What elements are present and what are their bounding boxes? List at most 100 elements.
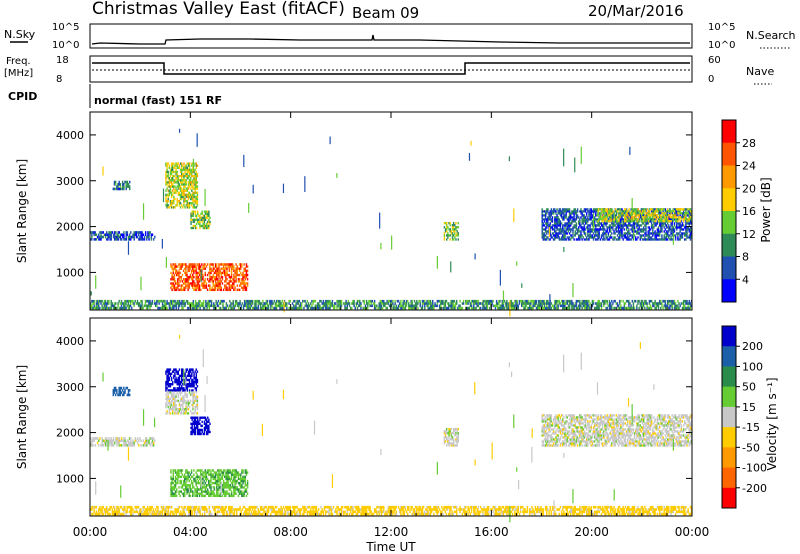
- power-cell: [646, 218, 649, 221]
- power-cell: [568, 228, 571, 231]
- power-cell: [654, 210, 656, 213]
- power-cell: [356, 306, 359, 310]
- power-cell: [240, 306, 242, 310]
- power-cell: [193, 181, 195, 184]
- power-cell: [630, 234, 632, 237]
- power-cell: [620, 304, 622, 308]
- power-cell: [214, 284, 217, 287]
- power-cell: [599, 302, 602, 305]
- power-cell: [452, 306, 455, 310]
- power-cell: [175, 191, 177, 194]
- power-cell: [686, 234, 688, 237]
- power-cell: [543, 210, 546, 213]
- power-cell: [278, 299, 280, 303]
- power-cell: [633, 299, 636, 303]
- power-cell: [551, 216, 554, 219]
- power-cell: [589, 216, 591, 219]
- power-cell: [242, 275, 244, 279]
- power-cell: [138, 238, 140, 241]
- power-cell: [664, 210, 667, 213]
- power-cell: [655, 222, 657, 225]
- power-ylabel: Slant Range [km]: [15, 159, 29, 263]
- power-cell: [193, 195, 195, 199]
- power-cell: [669, 234, 671, 237]
- power-cell: [166, 174, 168, 178]
- power-cell: [212, 282, 215, 285]
- power-cell: [380, 306, 383, 310]
- velocity-cell: [111, 512, 114, 516]
- power-streak: [165, 257, 167, 268]
- power-cell: [174, 179, 176, 182]
- power-cell: [542, 299, 545, 303]
- power-cell: [333, 304, 336, 308]
- power-cell: [141, 233, 143, 237]
- power-cell: [225, 286, 227, 289]
- power-cell: [348, 302, 351, 305]
- power-cell: [564, 302, 566, 305]
- power-cell: [290, 306, 293, 310]
- power-cell: [641, 304, 644, 308]
- power-cell: [146, 235, 148, 239]
- power-cell: [190, 218, 192, 222]
- power-cell: [271, 302, 273, 305]
- power-cell: [194, 282, 196, 285]
- power-cell: [189, 195, 192, 199]
- power-cell: [549, 230, 551, 233]
- power-cell: [568, 208, 571, 211]
- power-cell: [621, 232, 623, 235]
- power-cell: [238, 304, 240, 308]
- power-cell: [454, 306, 457, 310]
- power-cell: [195, 202, 198, 205]
- power-cell: [645, 232, 647, 235]
- power-cell: [209, 280, 211, 283]
- power-cell: [666, 214, 669, 217]
- power-cell: [673, 214, 676, 217]
- power-cell: [244, 282, 247, 285]
- power-cell: [486, 302, 489, 305]
- power-cell: [125, 183, 127, 186]
- power-cell: [609, 230, 612, 233]
- power-cell: [216, 302, 218, 305]
- power-cell: [197, 263, 200, 266]
- power-cell: [170, 181, 173, 184]
- power-cell: [585, 304, 588, 308]
- power-cell: [685, 208, 687, 211]
- power-cell: [198, 284, 201, 287]
- power-cell: [587, 220, 589, 223]
- velocity-cell: [190, 505, 192, 509]
- power-cell: [676, 210, 678, 213]
- power-cell: [381, 302, 384, 305]
- power-cell: [184, 193, 186, 197]
- power-cell: [610, 218, 612, 221]
- power-cell: [662, 216, 664, 219]
- power-cell: [119, 302, 122, 305]
- power-cell: [186, 187, 189, 190]
- power-cell: [190, 275, 193, 279]
- power-cell: [678, 226, 680, 229]
- power-cell: [656, 238, 659, 241]
- power-cell: [223, 306, 225, 310]
- power-cell: [411, 306, 413, 310]
- power-cell: [203, 220, 206, 224]
- power-cell: [158, 299, 160, 303]
- velocity-cell: [100, 510, 102, 514]
- power-cell: [606, 226, 608, 229]
- power-cell: [611, 232, 613, 235]
- power-cell: [455, 226, 457, 229]
- power-cell: [124, 238, 126, 241]
- power-cell: [603, 299, 605, 303]
- power-streak: [95, 275, 97, 289]
- power-cell: [603, 218, 605, 221]
- power-cell: [563, 299, 565, 303]
- power-cell: [551, 236, 554, 239]
- power-cell: [591, 304, 594, 308]
- velocity-cell: [253, 510, 255, 514]
- power-cell: [671, 234, 673, 237]
- power-cell: [185, 164, 187, 167]
- power-cell: [667, 218, 669, 221]
- power-cell: [230, 273, 233, 277]
- power-cell: [617, 216, 619, 219]
- velocity-cell: [230, 512, 232, 516]
- power-cell: [570, 228, 572, 231]
- power-cell: [682, 212, 685, 215]
